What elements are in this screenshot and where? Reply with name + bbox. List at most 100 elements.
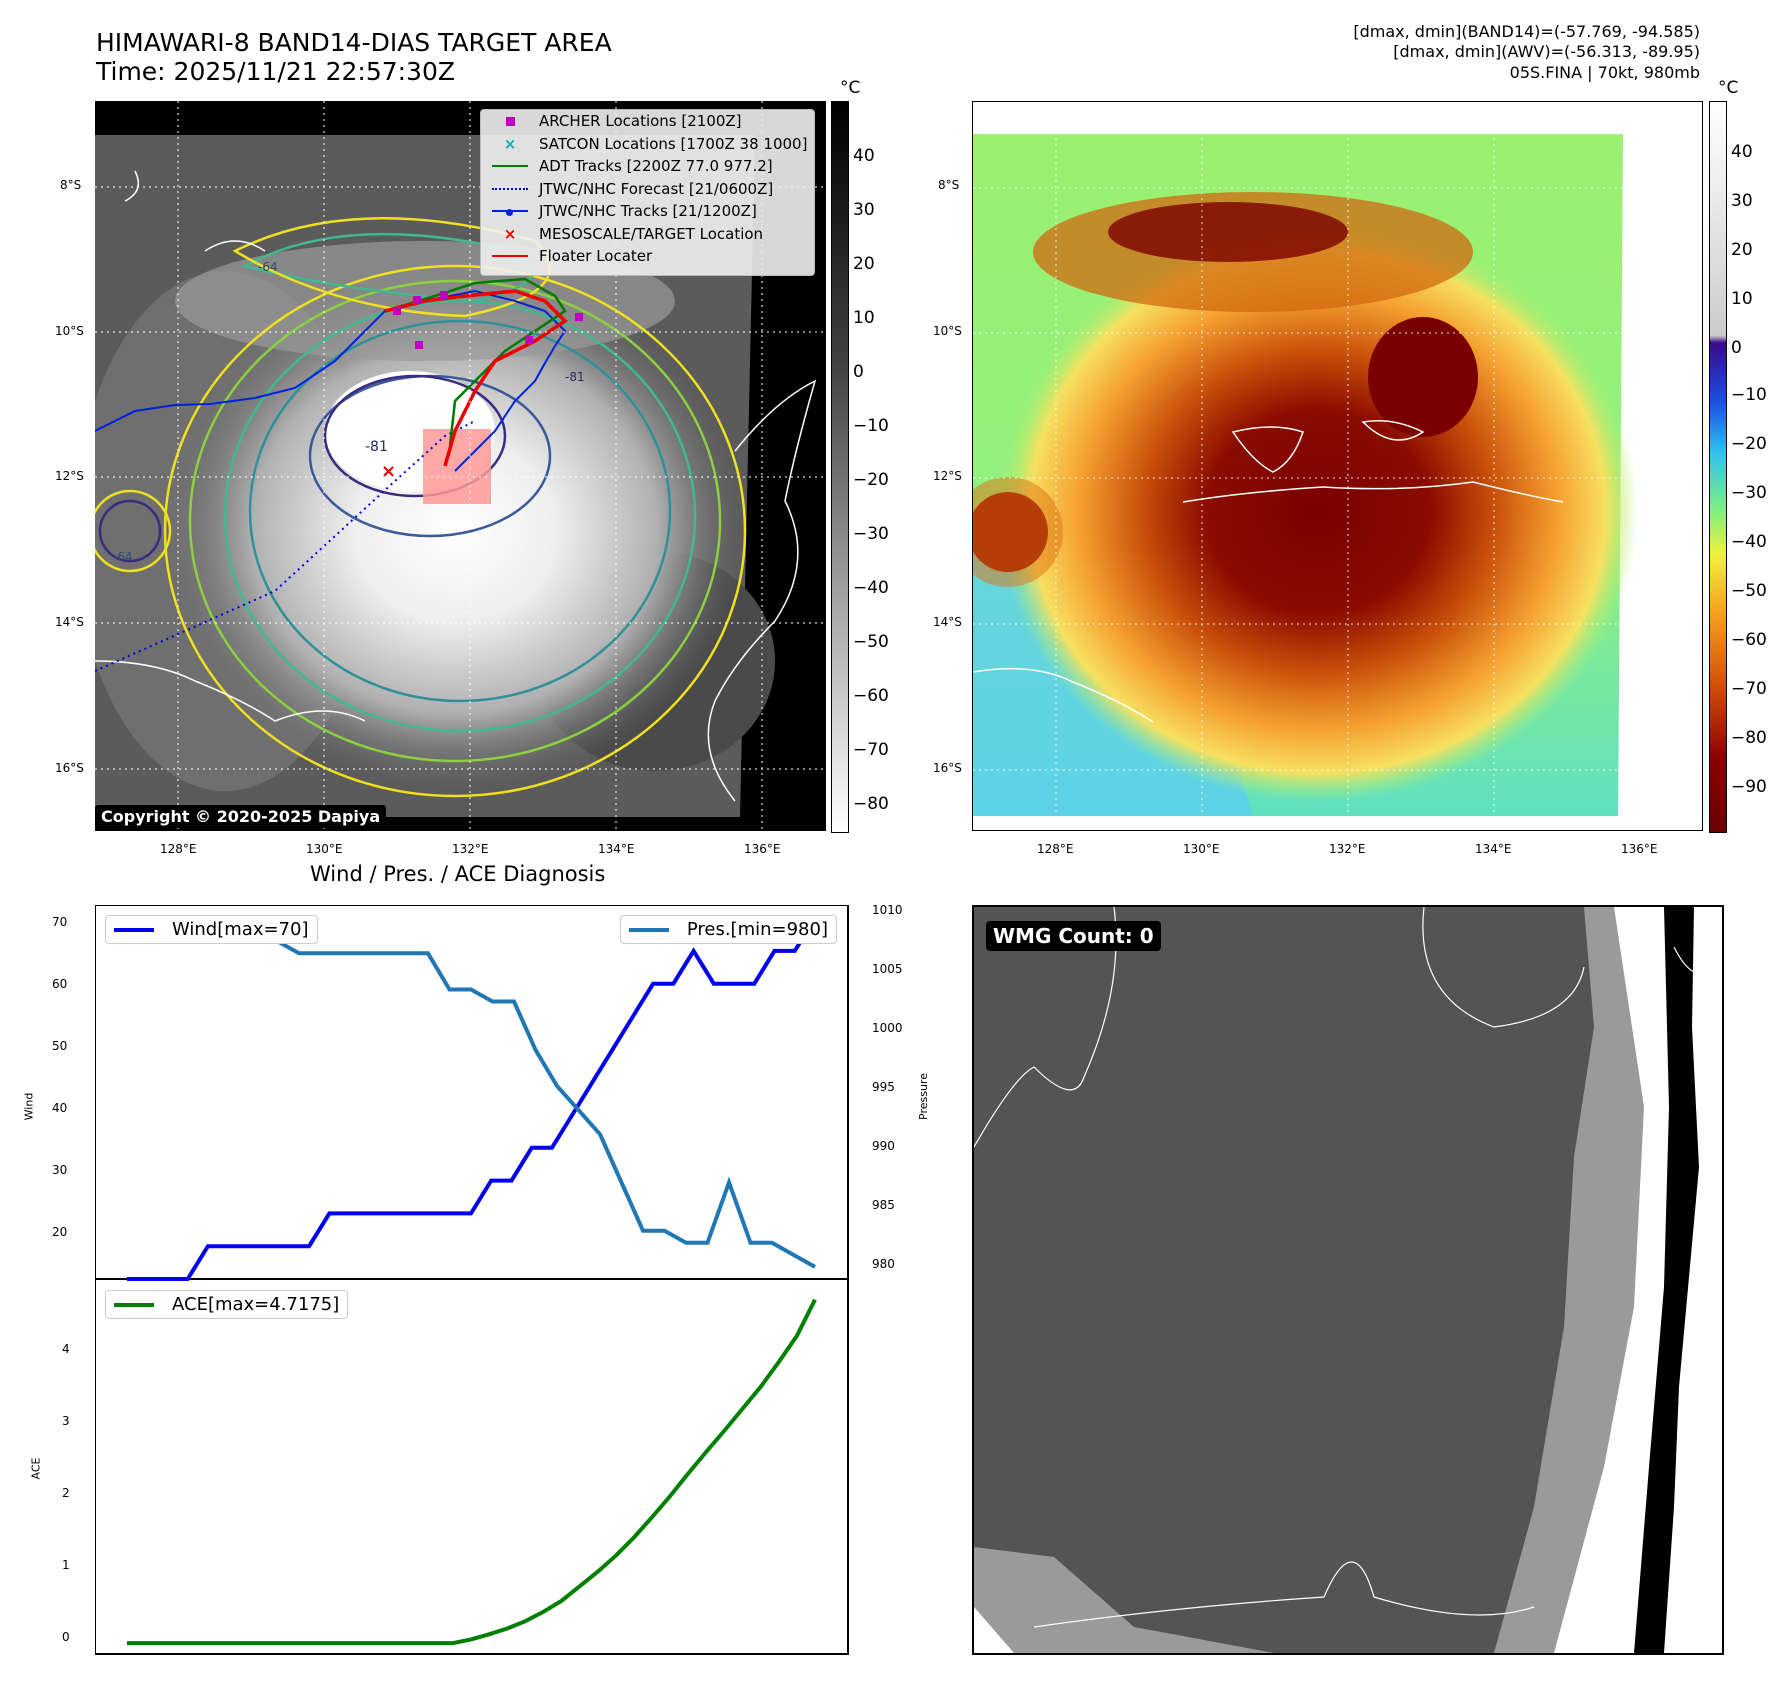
line-icon [491, 165, 529, 168]
colorbar-tick: 10 [853, 308, 875, 328]
lon-label: 134°E [1475, 842, 1512, 856]
legend-item-jtwc: JTWC/NHC Tracks [21/1200Z] [481, 200, 814, 223]
dotted-line-icon [491, 187, 529, 190]
ace-tick: 3 [62, 1414, 70, 1428]
colorbar-tick: −70 [853, 740, 889, 760]
ace-axis-label: ACE [29, 1457, 43, 1480]
wind-tick: 30 [52, 1163, 68, 1177]
colorbar-tick: −80 [853, 794, 889, 814]
wind-series-line [127, 917, 817, 1281]
pres-axis-label: Pressure [916, 1073, 930, 1120]
colorbar-tick: −90 [1731, 777, 1767, 797]
colorbar-tick: 20 [1731, 240, 1753, 260]
ace-series-line [127, 1298, 817, 1646]
legend-item-adt: ADT Tracks [2200Z 77.0 977.2] [481, 155, 814, 178]
svg-text:×: × [381, 461, 396, 482]
awv-map-image [953, 102, 1701, 829]
colorbar-tick: −60 [853, 686, 889, 706]
contour-label: -81 [565, 370, 585, 384]
contour-label: -64 [258, 260, 278, 274]
colorbar-tick: −50 [853, 632, 889, 652]
colorbar-tick: −40 [853, 578, 889, 598]
awv-colorbar-unit: °C [1718, 78, 1739, 98]
lat-label: 10°S [933, 324, 962, 338]
lon-label: 130°E [306, 842, 343, 856]
lat-label: 14°S [55, 615, 84, 629]
colorbar-tick: −30 [853, 524, 889, 544]
copyright-badge: Copyright © 2020-2025 Dapiya [95, 805, 387, 828]
figure-time: Time: 2025/11/21 22:57:30Z [96, 57, 455, 86]
colorbar-tick: 0 [1731, 338, 1742, 358]
lon-label: 132°E [1329, 842, 1366, 856]
awv-colorbar [1709, 101, 1727, 833]
legend-item-archer: ARCHER Locations [2100Z] [481, 110, 814, 133]
lat-label: 8°S [60, 178, 82, 192]
contour-label: -64 [113, 550, 133, 564]
colorbar-tick: −60 [1731, 630, 1767, 650]
ir-colorbar [831, 101, 849, 833]
colorbar-tick: 0 [853, 362, 864, 382]
storm-summary: 05S.FINA | 70kt, 980mb [1509, 63, 1700, 82]
pres-tick: 1000 [872, 1021, 903, 1035]
colorbar-tick: 40 [1731, 142, 1753, 162]
colorbar-tick: −20 [1731, 434, 1767, 454]
ace-tick: 2 [62, 1486, 70, 1500]
wind-tick: 50 [52, 1039, 68, 1053]
ace-legend: ACE[max=4.7175] [105, 1290, 349, 1319]
ace-tick: 0 [62, 1630, 70, 1644]
diagnosis-title: Wind / Pres. / ACE Diagnosis [310, 862, 606, 886]
wmg-panel: WMG Count: 0 [972, 905, 1724, 1655]
pres-tick: 995 [872, 1080, 895, 1094]
ir-legend: ARCHER Locations [2100Z] × SATCON Locati… [480, 109, 815, 276]
lat-label: 16°S [55, 761, 84, 775]
lat-label: 8°S [938, 178, 960, 192]
wind-tick: 20 [52, 1225, 68, 1239]
x-marker-icon: × [503, 224, 517, 243]
wmg-count-badge: WMG Count: 0 [986, 921, 1161, 951]
line-icon [628, 927, 669, 932]
awv-map-panel [953, 101, 1703, 831]
wind-axis-label: Wind [22, 1092, 36, 1121]
line-icon [491, 255, 529, 258]
colorbar-tick: 10 [1731, 289, 1753, 309]
lon-label: 130°E [1183, 842, 1220, 856]
colorbar-tick: −80 [1731, 728, 1767, 748]
diagnosis-chart: Wind[max=70] Pres.[min=980] ACE[max=4.71… [94, 904, 849, 1655]
colorbar-tick: −70 [1731, 679, 1767, 699]
colorbar-tick: 30 [1731, 191, 1753, 211]
lon-label: 128°E [1037, 842, 1074, 856]
line-icon [114, 927, 154, 932]
x-marker-icon: × [503, 134, 517, 153]
lon-label: 128°E [160, 842, 197, 856]
ir-colorbar-unit: °C [840, 78, 861, 98]
wind-tick: 40 [52, 1101, 68, 1115]
colorbar-tick: −50 [1731, 581, 1767, 601]
pres-tick: 1010 [872, 903, 903, 917]
colorbar-tick: 20 [853, 254, 875, 274]
ace-tick: 1 [62, 1558, 70, 1572]
colorbar-tick: −40 [1731, 532, 1767, 552]
contour-label: -81 [365, 439, 388, 455]
pres-tick: 985 [872, 1198, 895, 1212]
dmax-awv: [dmax, dmin](AWV)=(-56.313, -89.95) [1393, 42, 1700, 61]
figure-title: HIMAWARI-8 BAND14-DIAS TARGET AREA [96, 28, 612, 57]
lat-label: 12°S [933, 469, 962, 483]
colorbar-tick: −30 [1731, 483, 1767, 503]
pres-legend: Pres.[min=980] [619, 915, 837, 944]
square-marker-icon [491, 116, 529, 126]
awv-colorbar-ticks: 40 30 20 10 0 −10 −20 −30 −40 −50 −60 −7… [1731, 101, 1788, 831]
lat-label: 16°S [933, 761, 962, 775]
pres-tick: 1005 [872, 962, 903, 976]
colorbar-tick: −10 [853, 416, 889, 436]
colorbar-tick: −20 [853, 470, 889, 490]
wmg-image [974, 907, 1722, 1653]
wind-legend: Wind[max=70] [105, 915, 318, 944]
legend-item-target: × MESOSCALE/TARGET Location [481, 223, 814, 246]
line-dot-icon [491, 209, 529, 217]
lat-label: 10°S [55, 324, 84, 338]
line-icon [114, 1302, 154, 1307]
wind-tick: 70 [52, 915, 68, 929]
dmax-band14: [dmax, dmin](BAND14)=(-57.769, -94.585) [1353, 22, 1700, 41]
wind-tick: 60 [52, 977, 68, 991]
ir-map-panel: -64 -81 -64 -81 × [75, 101, 826, 831]
